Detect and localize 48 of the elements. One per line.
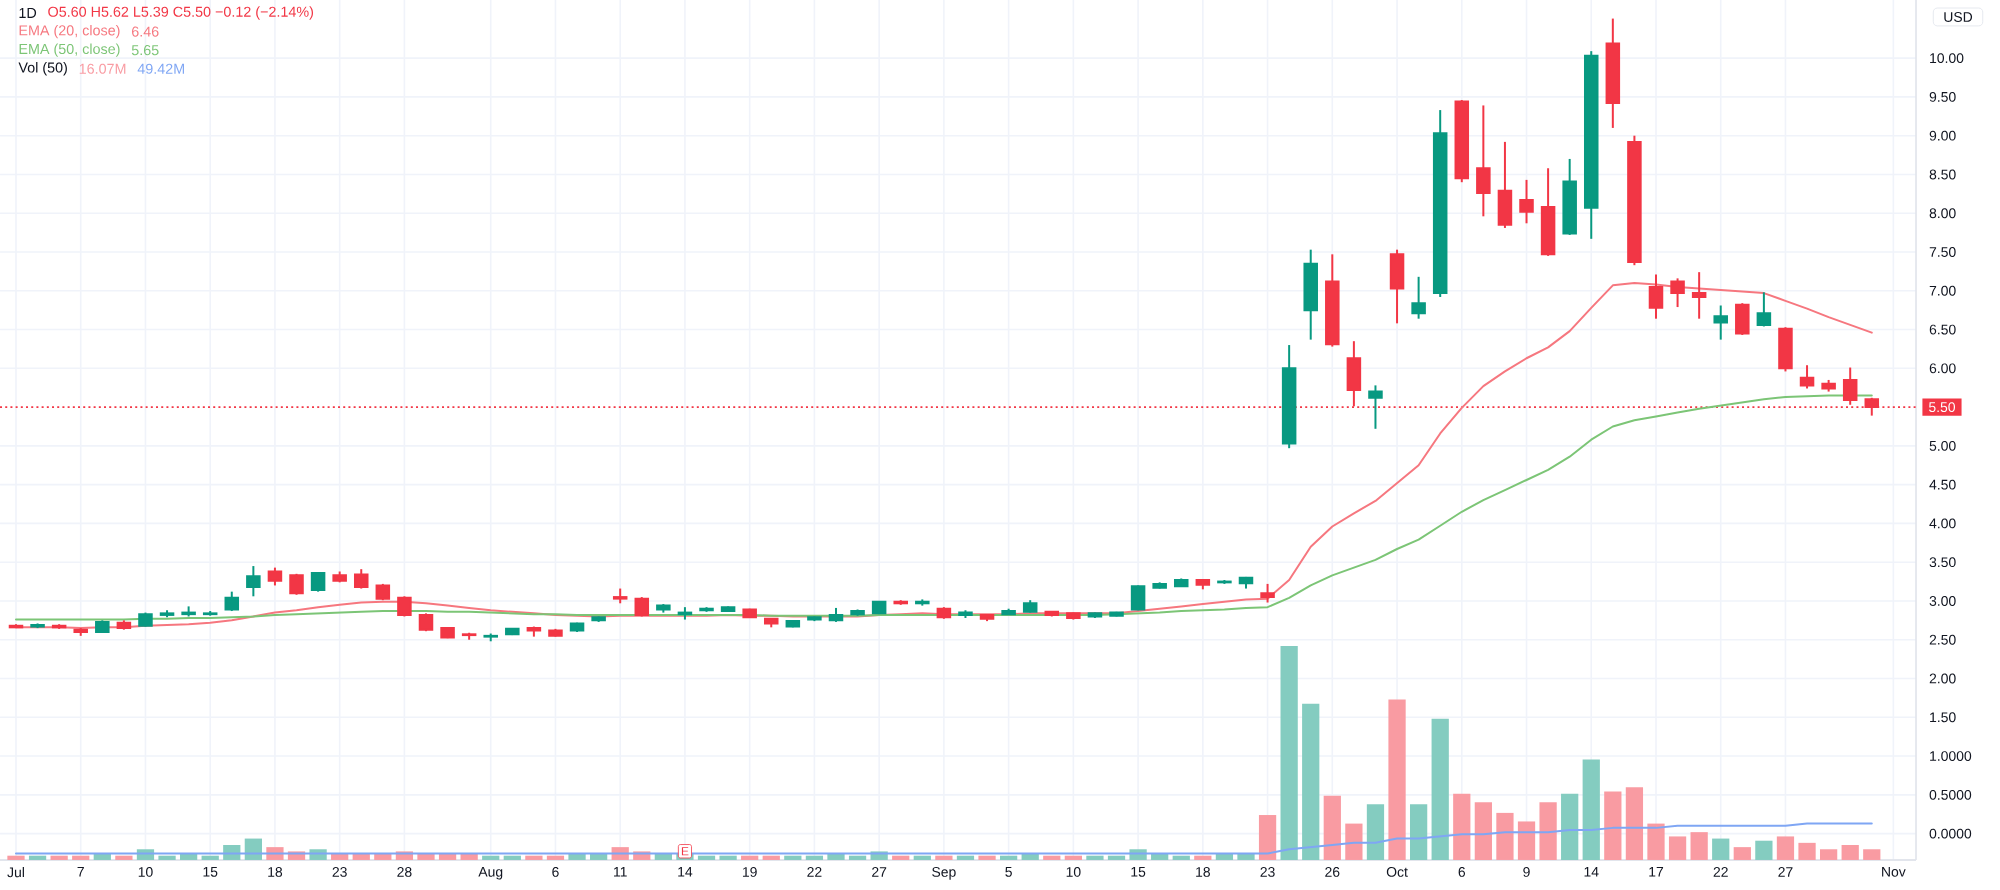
bar (1733, 847, 1751, 860)
bar (1819, 849, 1838, 860)
candlestick (1519, 178, 1534, 225)
candlestick (1842, 366, 1858, 406)
bar (1690, 832, 1708, 860)
candlestick (1260, 582, 1275, 604)
candlestick (1648, 273, 1664, 320)
candlestick (1540, 167, 1556, 257)
bar (1258, 815, 1277, 860)
candlestick (1713, 304, 1728, 341)
candlestick (1389, 248, 1405, 325)
bar (1647, 823, 1665, 860)
candlestick (1691, 271, 1707, 320)
bar (1582, 759, 1600, 860)
bar (1302, 703, 1320, 860)
bar (1776, 836, 1795, 860)
candlestick (1756, 291, 1772, 328)
bar (1388, 699, 1406, 860)
bar (1863, 849, 1881, 860)
bar (1604, 791, 1622, 860)
bar (1366, 804, 1385, 860)
candlestick (1368, 384, 1383, 430)
candlestick (1799, 364, 1815, 390)
candlestick (1735, 302, 1750, 336)
bar (1474, 802, 1492, 860)
candlestick (1303, 248, 1318, 341)
bar (1431, 718, 1449, 860)
bar (1561, 793, 1579, 860)
candlestick (1778, 326, 1793, 373)
bar (1280, 645, 1298, 860)
candlestick (1130, 584, 1146, 612)
bar (1323, 795, 1341, 860)
bar (1409, 804, 1428, 860)
candlestick (1476, 104, 1491, 218)
bar (1496, 812, 1514, 860)
bar (1841, 844, 1859, 860)
bar (1798, 842, 1816, 860)
bar (1712, 838, 1730, 860)
candlestick (1411, 275, 1426, 320)
bar (1345, 823, 1363, 860)
bar (1453, 793, 1471, 860)
bar (1668, 836, 1687, 860)
candlestick (1497, 140, 1513, 229)
bar (1517, 821, 1536, 860)
candlestick (1670, 277, 1685, 309)
bar (1755, 840, 1773, 860)
bar (1539, 802, 1557, 860)
bar (1625, 787, 1644, 860)
